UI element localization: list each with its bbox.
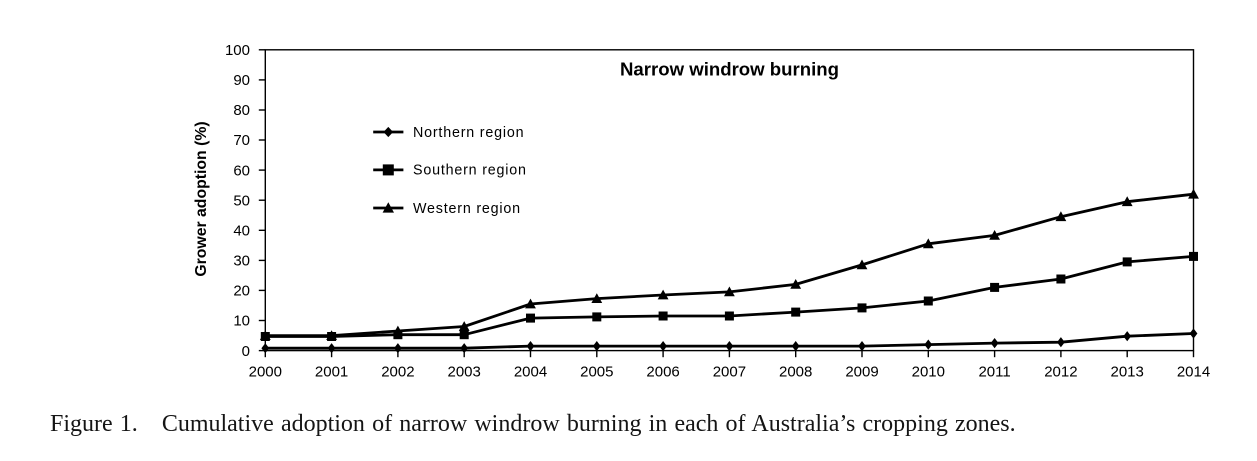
svg-text:2003: 2003 <box>448 364 481 381</box>
svg-text:2000: 2000 <box>249 364 282 381</box>
svg-text:2014: 2014 <box>1177 364 1210 381</box>
svg-text:2012: 2012 <box>1044 364 1077 381</box>
svg-text:2006: 2006 <box>646 364 679 381</box>
svg-text:20: 20 <box>233 283 250 300</box>
svg-text:2013: 2013 <box>1111 364 1144 381</box>
svg-text:100: 100 <box>225 42 250 59</box>
svg-text:70: 70 <box>233 132 250 149</box>
svg-text:90: 90 <box>233 72 250 89</box>
svg-text:2005: 2005 <box>580 364 613 381</box>
svg-text:40: 40 <box>233 223 250 240</box>
svg-text:50: 50 <box>233 192 250 209</box>
svg-text:60: 60 <box>233 162 250 179</box>
svg-text:Western region: Western region <box>413 201 521 217</box>
svg-text:2004: 2004 <box>514 364 547 381</box>
svg-text:Narrow windrow burning: Narrow windrow burning <box>620 58 839 79</box>
svg-text:30: 30 <box>233 253 250 270</box>
svg-text:0: 0 <box>242 343 250 360</box>
svg-text:Grower adoption (%): Grower adoption (%) <box>193 121 210 276</box>
svg-text:Southern region: Southern region <box>413 163 527 179</box>
svg-text:Northern region: Northern region <box>413 125 524 141</box>
svg-text:2002: 2002 <box>381 364 414 381</box>
svg-text:2011: 2011 <box>978 364 1010 381</box>
svg-text:10: 10 <box>233 313 250 330</box>
svg-text:2010: 2010 <box>912 364 945 381</box>
svg-text:2001: 2001 <box>315 364 348 381</box>
svg-text:80: 80 <box>233 102 250 119</box>
svg-text:2009: 2009 <box>845 364 878 381</box>
svg-text:2007: 2007 <box>713 364 746 381</box>
svg-text:2008: 2008 <box>779 364 812 381</box>
